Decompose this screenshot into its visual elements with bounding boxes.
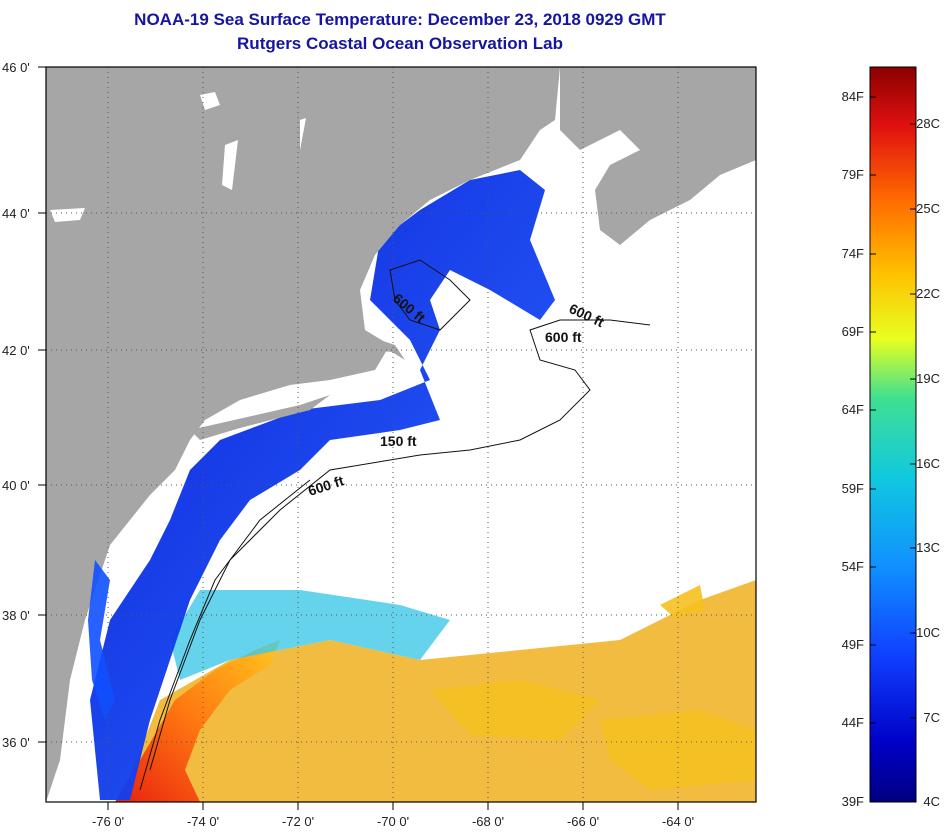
colorbar-c-4: 4C — [923, 794, 940, 809]
lon-label-66: -66 0' — [567, 814, 599, 829]
colorbar — [869, 66, 917, 803]
colorbar-f-84: 84F — [842, 89, 864, 104]
map-title: NOAA-19 Sea Surface Temperature: Decembe… — [134, 10, 666, 29]
colorbar-f-79: 79F — [842, 167, 864, 182]
lat-label-38: 38 0' — [2, 608, 30, 623]
colorbar-c-28: 28C — [916, 116, 940, 131]
lat-label-42: 42 0' — [2, 343, 30, 358]
colorbar-f-74: 74F — [842, 246, 864, 261]
chesapeake-bay — [88, 560, 115, 720]
colorbar-ticks — [870, 96, 916, 724]
lakes — [50, 92, 306, 222]
land-us-northeast — [46, 67, 560, 802]
map-subtitle: Rutgers Coastal Ocean Observation Lab — [237, 34, 563, 53]
colorbar-f-59: 59F — [842, 481, 864, 496]
colorbar-c-19: 19C — [916, 371, 940, 386]
contour-label-4: 150 ft — [380, 433, 417, 449]
colorbar-f-54: 54F — [842, 559, 864, 574]
lon-label-70: -70 0' — [377, 814, 409, 829]
lon-label-76: -76 0' — [92, 814, 124, 829]
grid-lines — [46, 67, 756, 802]
colorbar-c-7: 7C — [923, 710, 940, 725]
colorbar-f-49: 49F — [842, 637, 864, 652]
lon-label-74: -74 0' — [187, 814, 219, 829]
lat-label-40: 40 0' — [2, 478, 30, 493]
colorbar-c-25: 25C — [916, 201, 940, 216]
slope-water-region — [170, 590, 450, 680]
colorbar-c-16: 16C — [916, 456, 940, 471]
colorbar-c-13: 13C — [916, 540, 940, 555]
lat-label-44: 44 0' — [2, 206, 30, 221]
lat-label-46: 46 0' — [2, 60, 30, 75]
coastal-cold-water — [90, 170, 555, 800]
land-canada-maritimes — [560, 67, 756, 245]
warm-patches — [430, 585, 756, 790]
colorbar-f-64: 64F — [842, 402, 864, 417]
lon-label-72: -72 0' — [282, 814, 314, 829]
cape-cod — [365, 335, 405, 360]
colorbar-c-10: 10C — [916, 625, 940, 640]
depth-contours — [139, 259, 651, 791]
lon-label-64: -64 0' — [662, 814, 694, 829]
colorbar-f-44: 44F — [842, 715, 864, 730]
lat-label-36: 36 0' — [2, 735, 30, 750]
colorbar-f-69: 69F — [842, 324, 864, 339]
lon-label-68: -68 0' — [472, 814, 504, 829]
long-island — [190, 395, 330, 440]
gulf-stream-core — [115, 640, 280, 802]
map-frame — [45, 66, 757, 803]
colorbar-f-39: 39F — [842, 794, 864, 809]
contour-label-3: 600 ft — [545, 329, 582, 345]
axis-ticks — [38, 66, 679, 810]
colorbar-c-22: 22C — [916, 286, 940, 301]
